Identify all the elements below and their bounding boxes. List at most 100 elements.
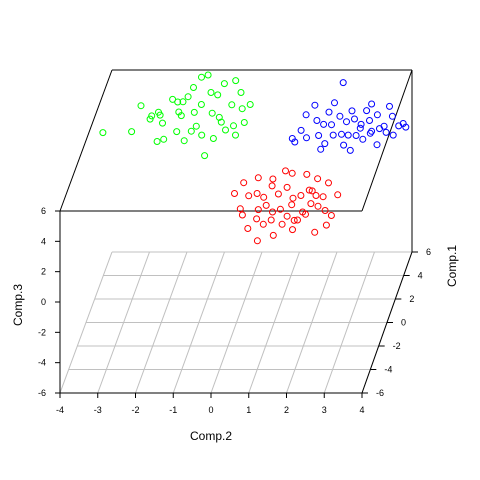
data-point xyxy=(278,220,286,228)
data-point xyxy=(217,118,225,126)
data-point xyxy=(204,71,212,79)
floor-grid xyxy=(59,251,413,394)
data-point xyxy=(230,122,237,130)
x-tick-label: -1 xyxy=(169,405,177,415)
data-point xyxy=(388,112,396,120)
data-point xyxy=(297,192,305,199)
z-tick-label: -4 xyxy=(38,358,46,368)
data-point xyxy=(240,119,248,126)
data-point xyxy=(160,135,168,143)
data-point xyxy=(190,84,197,91)
data-point xyxy=(352,132,360,139)
data-point xyxy=(343,118,350,126)
data-point xyxy=(240,179,248,187)
data-point xyxy=(348,107,356,115)
data-point xyxy=(128,128,136,136)
data-point xyxy=(366,129,374,137)
data-point xyxy=(311,101,319,109)
data-point xyxy=(325,108,333,116)
data-point xyxy=(214,91,222,99)
data-points xyxy=(99,71,410,245)
data-point xyxy=(209,135,217,142)
data-point xyxy=(253,215,261,223)
data-point xyxy=(302,111,310,119)
data-point xyxy=(177,112,185,120)
z-tick-label: 4 xyxy=(41,236,46,246)
data-point xyxy=(232,77,240,85)
data-point xyxy=(311,228,319,236)
z-tick-label: -6 xyxy=(38,388,46,398)
data-point xyxy=(137,102,145,110)
x-tick-label: 1 xyxy=(246,405,251,415)
data-point xyxy=(340,141,348,149)
data-point xyxy=(289,194,297,202)
data-point xyxy=(373,141,381,149)
data-point xyxy=(382,128,390,136)
data-point xyxy=(244,225,252,232)
data-point xyxy=(368,100,376,108)
data-point xyxy=(317,145,325,153)
data-point xyxy=(159,119,166,127)
x-tick-label: 3 xyxy=(322,405,327,415)
data-point xyxy=(180,137,188,145)
x-tick-label: 4 xyxy=(359,405,364,415)
data-point xyxy=(288,201,296,209)
data-point xyxy=(312,192,320,199)
data-point xyxy=(174,98,182,106)
data-point xyxy=(192,122,200,130)
data-point xyxy=(253,190,261,197)
z-tick-label: 6 xyxy=(41,206,46,216)
data-point xyxy=(148,112,156,120)
data-point xyxy=(328,121,335,129)
data-point xyxy=(228,101,236,109)
data-point xyxy=(231,190,238,197)
data-point xyxy=(368,127,376,135)
data-point xyxy=(346,146,354,154)
data-point xyxy=(246,101,254,108)
data-point xyxy=(268,182,276,190)
y-tick-label: 2 xyxy=(409,294,414,304)
data-point xyxy=(215,113,223,121)
data-point xyxy=(322,221,330,229)
data-point xyxy=(269,175,277,183)
data-point xyxy=(274,190,282,198)
data-point xyxy=(297,126,305,134)
data-point xyxy=(321,140,329,148)
bounding-box xyxy=(59,69,413,394)
data-point xyxy=(338,130,345,138)
data-point xyxy=(399,120,407,127)
x-tick-label: -4 xyxy=(56,405,64,415)
data-point xyxy=(319,193,327,201)
data-point xyxy=(267,216,275,224)
y-tick-label: 0 xyxy=(401,318,406,328)
box-edge xyxy=(59,69,113,212)
data-point xyxy=(339,79,347,87)
data-point xyxy=(315,132,323,139)
data-point xyxy=(321,207,329,214)
data-point xyxy=(386,102,393,110)
z-axis-title: Comp.3 xyxy=(11,284,25,326)
data-point xyxy=(327,212,335,219)
data-point xyxy=(173,128,181,136)
data-point xyxy=(331,99,338,107)
data-point xyxy=(325,179,332,187)
y-axis-title: Comp.1 xyxy=(445,245,459,287)
data-point xyxy=(294,216,301,224)
data-point xyxy=(314,175,322,183)
data-point xyxy=(276,205,284,213)
data-point xyxy=(190,108,198,116)
data-point xyxy=(253,237,261,245)
data-point xyxy=(290,216,298,224)
data-point xyxy=(291,138,299,146)
data-point xyxy=(269,231,277,239)
data-point xyxy=(363,107,371,115)
data-point xyxy=(208,109,216,117)
z-tick-label: 2 xyxy=(41,267,46,277)
data-point xyxy=(366,117,373,124)
x-tick-label: -3 xyxy=(94,405,102,415)
data-point xyxy=(222,126,229,134)
x-tick-label: 2 xyxy=(284,405,289,415)
data-point xyxy=(307,200,315,208)
data-point xyxy=(356,124,364,132)
